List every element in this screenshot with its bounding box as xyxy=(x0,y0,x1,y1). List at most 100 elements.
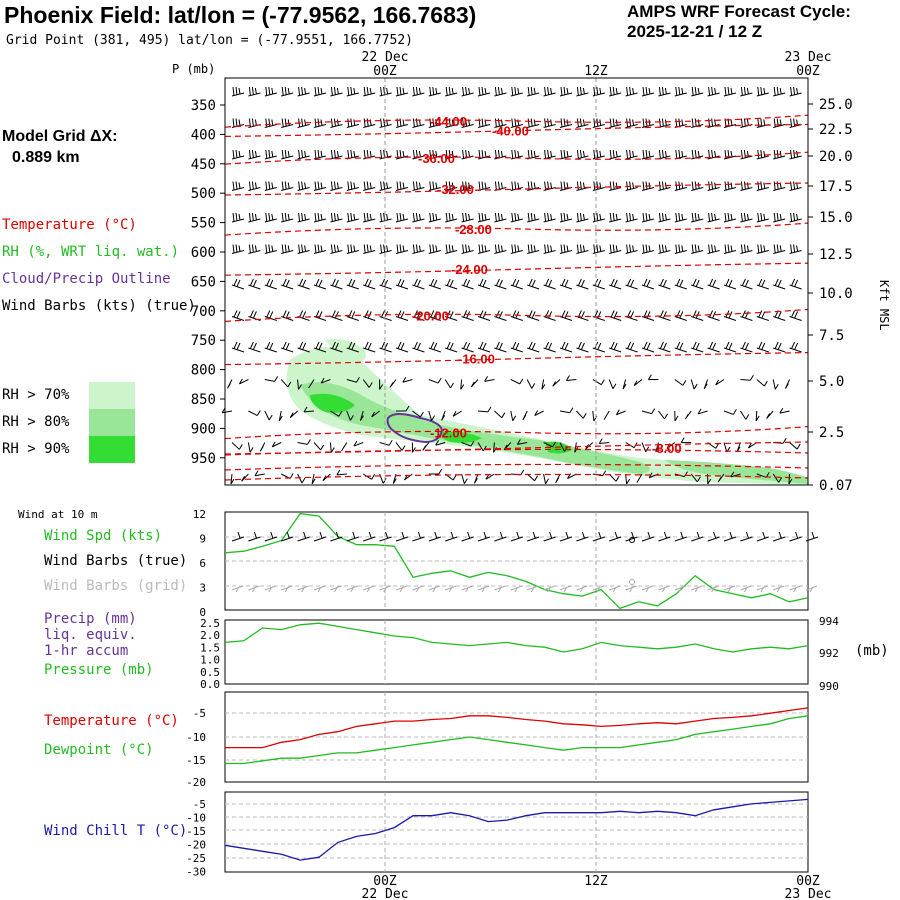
wind-barb xyxy=(576,341,589,353)
wind-barb xyxy=(330,310,343,321)
windchill-tick-label: -30 xyxy=(186,866,206,879)
wind-barb xyxy=(609,86,622,97)
wind-barb xyxy=(445,118,458,128)
wind-barb xyxy=(527,212,540,223)
wind-barb xyxy=(231,310,245,321)
windchill-panel-frame xyxy=(224,791,809,873)
precip-tick-label: 2.0 xyxy=(200,629,220,642)
wind-barb xyxy=(707,149,720,160)
label-precip-line3: 1-hr accum xyxy=(44,643,129,659)
legend-temperature: Temperature (°C) xyxy=(2,217,137,233)
isotherm-line xyxy=(224,151,809,165)
wind-barb xyxy=(412,118,425,128)
wind-barb xyxy=(445,181,458,191)
pressure-tick-label: 950 xyxy=(191,451,216,467)
wind-barb xyxy=(395,118,409,128)
wind-barb xyxy=(697,408,708,415)
wind-barb xyxy=(740,181,753,191)
label-temperature: Temperature (°C) xyxy=(44,713,179,729)
wind-barb xyxy=(691,244,704,254)
wind-barb xyxy=(346,212,359,223)
wind-barb xyxy=(371,410,380,418)
wind-barb xyxy=(691,86,704,97)
wind-barb xyxy=(231,341,245,353)
wind-barb xyxy=(379,341,392,353)
pressure-tick-label: 750 xyxy=(191,333,216,349)
wind-barb-grid xyxy=(461,585,473,593)
wind-barb-grid xyxy=(428,585,440,593)
wind-barb xyxy=(592,310,605,321)
wind-barb xyxy=(247,442,254,453)
wind-barb xyxy=(674,379,687,386)
wind-barb xyxy=(510,118,523,128)
wind-barb-grid xyxy=(445,585,457,593)
wind-barb xyxy=(477,149,491,160)
wind-barb-true xyxy=(740,531,753,542)
isotherm-line xyxy=(224,351,809,366)
wind-barb xyxy=(543,118,556,128)
wind-barb xyxy=(460,379,465,390)
wind-barb-true xyxy=(281,531,294,542)
wind-barb xyxy=(526,473,539,482)
wind-barb xyxy=(396,405,410,412)
legend-rh80-swatch xyxy=(89,409,135,436)
height-tick-label: 0.07 xyxy=(819,478,853,494)
wind-barb xyxy=(773,86,786,97)
wind-barb xyxy=(543,212,556,223)
wind-barb xyxy=(527,181,540,191)
wind-barb xyxy=(559,278,573,290)
wind-barb-grid xyxy=(625,585,637,593)
wind-barb xyxy=(555,473,561,484)
wind-barb-grid xyxy=(691,585,703,593)
wind-barb xyxy=(412,341,425,353)
wind-barb xyxy=(346,181,359,191)
temperature-tick-label: -20 xyxy=(186,776,206,789)
wind-barb xyxy=(330,149,343,160)
wind-barb xyxy=(248,212,261,223)
wind-barb xyxy=(241,473,249,482)
wind-barb xyxy=(303,406,315,413)
wind-barb xyxy=(346,244,359,254)
wind-barb xyxy=(622,379,627,390)
wind-barb xyxy=(609,310,622,321)
wind-barb xyxy=(313,86,327,97)
cloud-outline xyxy=(386,413,444,444)
wind-barb xyxy=(428,278,441,290)
wind-barb xyxy=(248,278,261,290)
wind-barb xyxy=(428,212,441,223)
wind-barb xyxy=(516,439,528,445)
wind-barb xyxy=(264,244,277,254)
wind-barb xyxy=(313,310,327,321)
wind-barb xyxy=(379,181,392,191)
wind-barb xyxy=(641,86,655,97)
wind-barb xyxy=(428,118,441,128)
height-axis-title: Kft MSL xyxy=(877,280,891,331)
wind-barb xyxy=(510,212,523,223)
wind-barb xyxy=(723,278,737,290)
wind-barb xyxy=(789,310,802,321)
wind-barb xyxy=(461,86,474,97)
precip-tick-label: 2.5 xyxy=(200,617,220,630)
wind-barb xyxy=(494,310,507,321)
wind-barb xyxy=(412,181,425,191)
wind-barb xyxy=(264,376,279,382)
wind-barb xyxy=(313,212,327,223)
wind-barb-true xyxy=(248,531,261,542)
wind-barb xyxy=(428,244,441,254)
wind-barb xyxy=(789,278,802,290)
wind-barb xyxy=(363,278,376,290)
top-date-label: 23 Dec xyxy=(785,50,832,65)
wind-barb xyxy=(330,86,343,97)
wind-speed-line xyxy=(224,512,809,610)
wind-barb xyxy=(527,86,540,97)
grid-point-info: Grid Point (381, 495) lat/lon = (-77.955… xyxy=(6,33,413,48)
wind-barb xyxy=(494,86,507,97)
wind-barb xyxy=(510,244,523,254)
wind-barb xyxy=(527,244,540,254)
wind-barb xyxy=(789,212,802,223)
wind-barb xyxy=(789,181,802,191)
wind-barb-true xyxy=(609,531,622,542)
precip-tick-label: 1.0 xyxy=(200,654,220,667)
wind-barb xyxy=(592,212,605,223)
wind-barb xyxy=(313,278,327,290)
